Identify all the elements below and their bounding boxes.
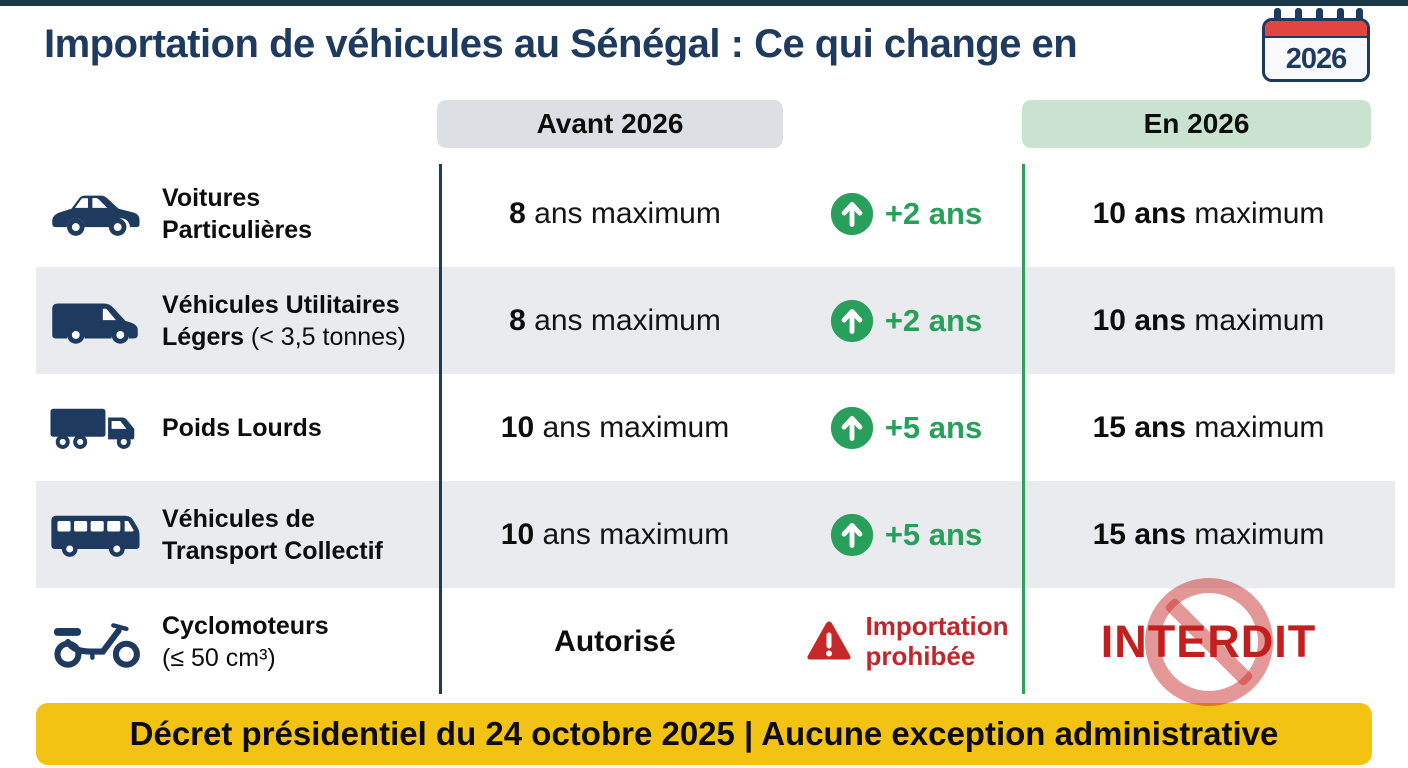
change-value: +2 ans: [884, 302, 983, 338]
divider-green: [1022, 164, 1025, 694]
calendar-year: 2026: [1285, 43, 1348, 75]
vehicle-label-cell: Cyclomoteurs (≤ 50 cm³): [36, 610, 440, 674]
vehicle-label: Véhicules de Transport Collectif: [162, 504, 383, 565]
increase-arrow-icon: [830, 406, 873, 449]
column-header-avant-2026: Avant 2026: [437, 100, 783, 148]
increase-arrow-icon: [830, 513, 873, 556]
calendar-header: [1265, 21, 1367, 38]
after-value: 15 ans maximum: [1092, 517, 1325, 551]
change-cell: +2 ans: [790, 192, 1022, 236]
change-value: Importation prohibée: [865, 611, 1009, 671]
interdit-label: INTERDIT: [1100, 615, 1317, 667]
vehicle-label-cell: Véhicules de Transport Collectif: [36, 503, 440, 567]
before-value: 10 ans maximum: [500, 517, 730, 551]
table-row-utilitaires: Véhicules Utilitaires Légers (< 3,5 tonn…: [36, 267, 1395, 374]
change-cell: +5 ans: [790, 406, 1022, 450]
change-value: +5 ans: [884, 516, 983, 552]
change-cell: +5 ans: [790, 513, 1022, 557]
after-value-interdit: INTERDIT: [1022, 577, 1395, 706]
top-border-strip: [0, 0, 1408, 6]
vehicle-label-cell: Voitures Particulières: [36, 182, 440, 246]
vehicle-label-cell: Poids Lourds: [36, 401, 440, 455]
after-value: 10 ans maximum: [1092, 196, 1325, 230]
comparison-table: Voitures Particulières 8 ans maximum +2 …: [36, 160, 1395, 706]
change-value: +5 ans: [884, 409, 983, 445]
after-value: 10 ans maximum: [1092, 303, 1325, 337]
before-value: Autorisé: [554, 624, 676, 658]
table-row-cyclomoteurs: Cyclomoteurs (≤ 50 cm³) Autorisé Importa…: [36, 577, 1395, 706]
decree-banner: Décret présidentiel du 24 octobre 2025 |…: [36, 703, 1372, 765]
vehicle-label-cell: Véhicules Utilitaires Légers (< 3,5 tonn…: [36, 289, 440, 353]
divider-navy: [439, 164, 442, 694]
van-icon: [44, 294, 146, 348]
table-row-voitures: Voitures Particulières 8 ans maximum +2 …: [36, 160, 1395, 267]
increase-arrow-icon: [830, 299, 873, 342]
truck-icon: [44, 401, 146, 455]
calendar-2026-icon: 2026: [1262, 8, 1370, 82]
column-header-en-2026: En 2026: [1022, 100, 1371, 148]
change-cell: +2 ans: [790, 299, 1022, 343]
vehicle-label: Poids Lourds: [162, 413, 322, 442]
bus-icon: [44, 508, 146, 562]
after-value: 15 ans maximum: [1092, 410, 1325, 444]
vehicle-label: Véhicules Utilitaires Légers (< 3,5 tonn…: [162, 290, 406, 351]
warning-triangle-icon: [806, 621, 851, 659]
table-row-poids-lourds: Poids Lourds 10 ans maximum +5 ans 15 an…: [36, 374, 1395, 481]
calendar-body: 2026: [1262, 18, 1370, 82]
calendar-rings: [1262, 8, 1370, 26]
vehicle-label: Cyclomoteurs (≤ 50 cm³): [162, 611, 329, 672]
change-value: +2 ans: [884, 195, 983, 231]
before-value: 8 ans maximum: [509, 303, 721, 337]
car-icon: [44, 187, 146, 241]
table-row-transport-collectif: Véhicules de Transport Collectif 10 ans …: [36, 481, 1395, 588]
moped-icon: [44, 615, 146, 669]
before-value: 8 ans maximum: [509, 196, 721, 230]
vehicle-label: Voitures Particulières: [162, 183, 313, 244]
before-value: 10 ans maximum: [500, 410, 730, 444]
page-title: Importation de véhicules au Sénégal : Ce…: [44, 22, 1078, 66]
change-cell-prohibited: Importation prohibée: [790, 612, 1022, 670]
increase-arrow-icon: [830, 192, 873, 235]
